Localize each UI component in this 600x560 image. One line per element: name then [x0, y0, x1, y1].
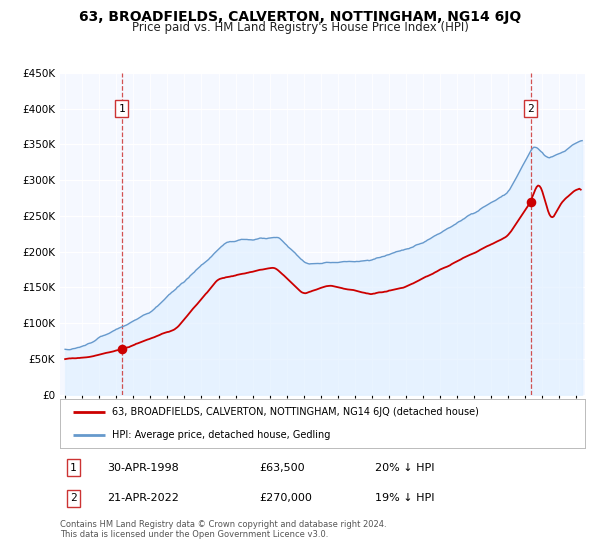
Text: 2: 2 [527, 104, 534, 114]
Text: 2: 2 [70, 493, 77, 503]
Text: 20% ↓ HPI: 20% ↓ HPI [375, 463, 434, 473]
Text: 30-APR-1998: 30-APR-1998 [107, 463, 179, 473]
Text: £270,000: £270,000 [260, 493, 313, 503]
Text: Contains HM Land Registry data © Crown copyright and database right 2024.: Contains HM Land Registry data © Crown c… [60, 520, 386, 529]
Point [117, 345, 127, 354]
Point [526, 197, 535, 206]
Text: HPI: Average price, detached house, Gedling: HPI: Average price, detached house, Gedl… [113, 430, 331, 440]
Text: 1: 1 [118, 104, 125, 114]
Text: 1: 1 [70, 463, 77, 473]
Text: 19% ↓ HPI: 19% ↓ HPI [375, 493, 434, 503]
Text: Price paid vs. HM Land Registry's House Price Index (HPI): Price paid vs. HM Land Registry's House … [131, 21, 469, 34]
Text: 63, BROADFIELDS, CALVERTON, NOTTINGHAM, NG14 6JQ: 63, BROADFIELDS, CALVERTON, NOTTINGHAM, … [79, 10, 521, 24]
Text: 21-APR-2022: 21-APR-2022 [107, 493, 179, 503]
Text: This data is licensed under the Open Government Licence v3.0.: This data is licensed under the Open Gov… [60, 530, 328, 539]
Text: £63,500: £63,500 [260, 463, 305, 473]
Text: 63, BROADFIELDS, CALVERTON, NOTTINGHAM, NG14 6JQ (detached house): 63, BROADFIELDS, CALVERTON, NOTTINGHAM, … [113, 407, 479, 417]
